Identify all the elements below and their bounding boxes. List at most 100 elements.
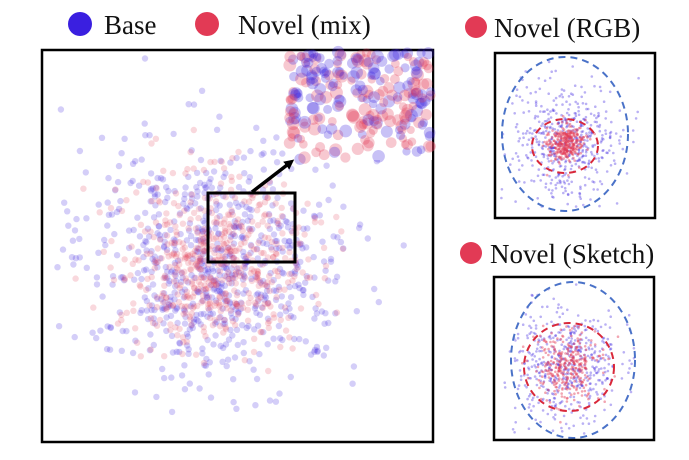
inset-point-base xyxy=(426,87,436,97)
sketch-point-novel xyxy=(560,395,564,398)
sketch-point-novel xyxy=(555,366,558,369)
main-point-novel xyxy=(264,254,272,261)
main-point-novel xyxy=(137,353,144,360)
rgb-point-base xyxy=(542,110,545,113)
main-point-novel xyxy=(209,277,217,285)
inset-point-novel xyxy=(411,68,424,82)
main-point-base xyxy=(160,290,168,297)
rgb-point-base xyxy=(609,130,613,134)
rgb-point-base xyxy=(581,130,585,133)
main-point-novel xyxy=(193,260,200,268)
inset-point-novel xyxy=(286,117,300,131)
main-point-base xyxy=(119,327,126,335)
rgb-point-novel xyxy=(561,142,564,146)
main-point-novel xyxy=(253,246,260,253)
inset-point-base xyxy=(401,47,414,59)
rgb-point-novel xyxy=(565,122,568,125)
main-point-novel xyxy=(231,274,239,281)
main-point-base xyxy=(260,137,267,144)
main-point-base xyxy=(350,363,358,370)
rgb-point-base xyxy=(565,121,568,124)
rgb-point-novel xyxy=(559,142,563,146)
rgb-point-novel xyxy=(561,152,564,156)
sketch-point-base xyxy=(535,347,539,351)
inset-point-base xyxy=(290,87,302,99)
rgb-point-base xyxy=(541,122,544,125)
main-point-novel xyxy=(195,278,203,286)
sketch-point-base xyxy=(630,362,633,366)
main-point-base xyxy=(302,338,309,345)
sketch-point-novel xyxy=(548,363,551,366)
main-point-base xyxy=(245,322,252,330)
main-point-base xyxy=(185,173,192,181)
rgb-point-base xyxy=(536,174,540,178)
rgb-point-novel xyxy=(565,137,568,141)
main-point-novel xyxy=(193,263,201,271)
main-point-base xyxy=(318,308,326,315)
rgb-point-novel xyxy=(566,155,570,159)
sketch-point-novel xyxy=(579,346,583,349)
rgb-point-novel xyxy=(562,147,565,150)
main-point-base xyxy=(246,358,253,365)
sketch-point-base xyxy=(542,337,546,340)
main-point-base xyxy=(172,237,179,244)
rgb-point-novel xyxy=(575,132,578,136)
rgb-point-novel xyxy=(576,128,579,132)
main-point-base xyxy=(253,245,261,252)
sketch-point-novel xyxy=(572,342,576,346)
main-point-base xyxy=(218,247,225,254)
sketch-point-base xyxy=(560,365,563,369)
main-point-novel xyxy=(148,197,156,205)
main-point-novel xyxy=(227,223,234,230)
inset-point-novel xyxy=(384,115,397,128)
sketch-point-novel xyxy=(569,367,573,371)
main-point-novel xyxy=(305,256,312,263)
main-point-base xyxy=(200,238,208,245)
main-point-novel xyxy=(320,244,328,251)
rgb-point-base xyxy=(587,159,591,163)
rgb-point-novel xyxy=(568,140,572,143)
rgb-point-base xyxy=(596,188,599,191)
inset-point-base xyxy=(347,57,358,69)
main-point-base xyxy=(57,106,65,113)
main-point-base xyxy=(104,222,111,229)
rgb-point-novel xyxy=(572,142,575,146)
main-point-novel xyxy=(204,305,212,312)
sketch-point-novel xyxy=(562,373,565,377)
rgb-point-novel xyxy=(559,150,562,153)
main-point-novel xyxy=(155,197,162,204)
main-point-base xyxy=(325,196,332,204)
rgb-point-base xyxy=(600,137,604,140)
main-point-base xyxy=(210,286,218,293)
main-point-base xyxy=(188,322,195,329)
sketch-point-base xyxy=(579,364,582,367)
sketch-point-base xyxy=(585,371,589,375)
rgb-point-base xyxy=(560,185,564,189)
inset-point-novel xyxy=(334,101,345,111)
main-point-base xyxy=(93,274,101,281)
sketch-point-novel xyxy=(546,369,549,373)
sketch-point-base xyxy=(587,338,590,342)
main-point-base xyxy=(171,289,178,296)
sketch-point-novel xyxy=(601,353,605,357)
inset-point-novel xyxy=(358,54,372,67)
rgb-point-base xyxy=(625,172,629,175)
sketch-point-base xyxy=(523,384,527,387)
main-point-novel xyxy=(223,297,230,305)
main-point-novel xyxy=(182,303,189,310)
main-point-base xyxy=(258,151,265,158)
main-point-novel xyxy=(152,135,160,142)
main-point-novel xyxy=(207,158,214,166)
sketch-point-base xyxy=(536,363,540,366)
rgb-point-base xyxy=(539,110,542,113)
sketch-point-base xyxy=(578,341,582,345)
main-point-novel xyxy=(189,278,196,285)
main-point-novel xyxy=(200,324,207,331)
rgb-point-base xyxy=(548,149,552,153)
rgb-point-base xyxy=(527,207,530,210)
rgb-point-novel xyxy=(580,144,583,147)
sketch-point-novel xyxy=(550,368,554,372)
main-point-novel xyxy=(255,239,262,246)
sketch-point-base xyxy=(603,358,607,362)
main-point-novel xyxy=(173,228,180,236)
